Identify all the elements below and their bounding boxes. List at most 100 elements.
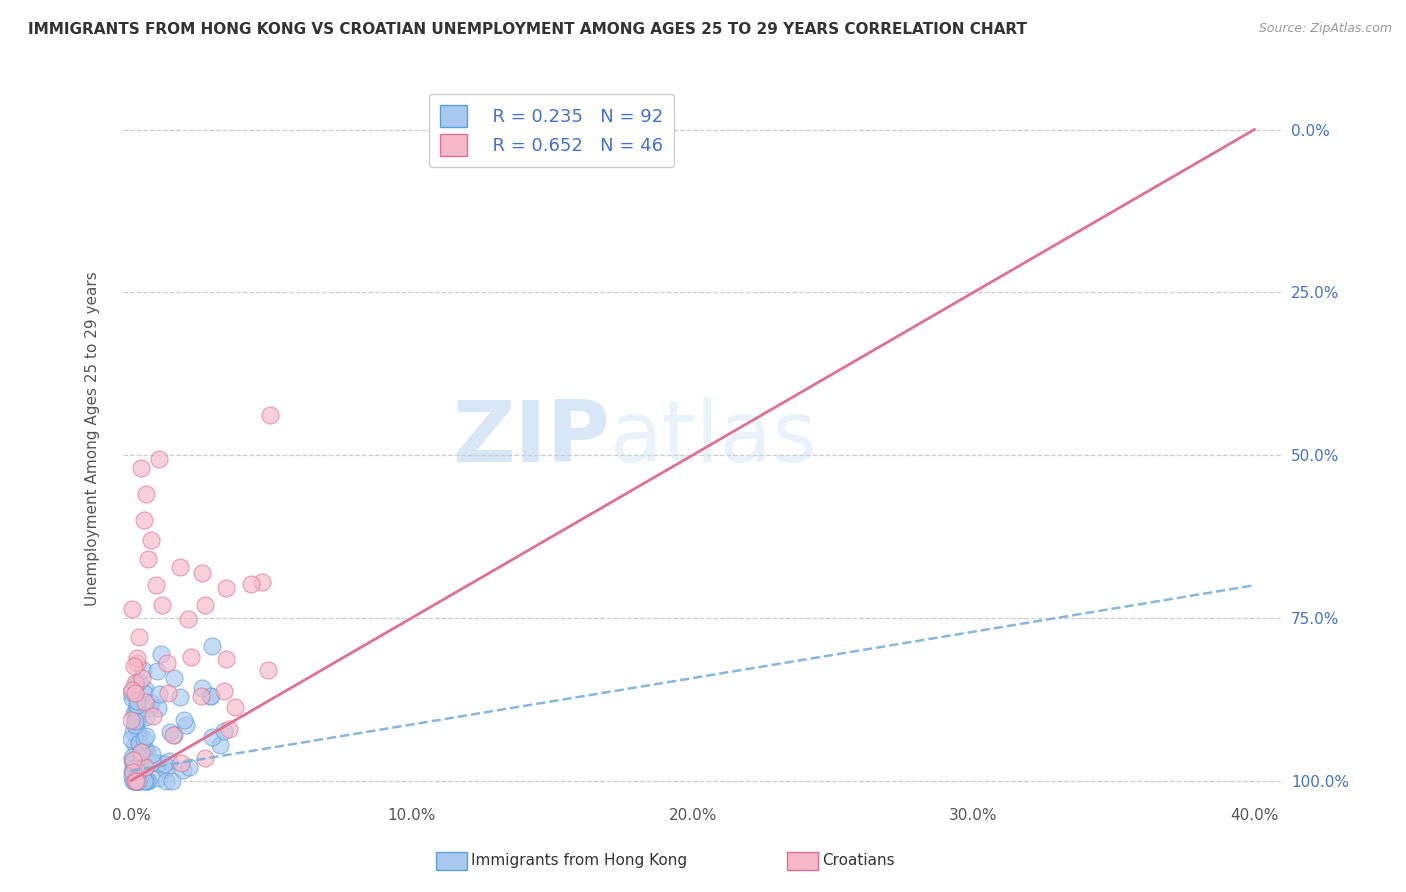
Point <box>131 672 153 686</box>
Point <box>177 611 200 625</box>
Point <box>127 726 149 740</box>
Point <box>169 690 191 705</box>
Point <box>127 773 149 788</box>
Point <box>124 714 146 728</box>
Point <box>174 717 197 731</box>
Point <box>146 700 169 714</box>
Point <box>128 674 150 689</box>
Point <box>201 731 224 745</box>
Legend:   R = 0.235   N = 92,   R = 0.652   N = 46: R = 0.235 N = 92, R = 0.652 N = 46 <box>429 94 675 167</box>
Point <box>190 689 212 703</box>
Point <box>146 771 169 785</box>
Point <box>127 773 149 788</box>
Point <box>124 686 146 700</box>
Point <box>142 708 165 723</box>
Text: Croatians: Croatians <box>823 854 896 868</box>
Point <box>163 671 186 685</box>
Point <box>148 452 170 467</box>
Point <box>121 601 143 615</box>
Point <box>212 683 235 698</box>
Point <box>146 756 169 771</box>
Point <box>135 746 157 760</box>
Point <box>121 773 143 788</box>
Point <box>150 598 173 612</box>
Point <box>128 756 150 771</box>
Point <box>138 701 160 715</box>
Point <box>127 714 149 729</box>
Point <box>145 578 167 592</box>
Point <box>127 753 149 767</box>
Point <box>121 753 143 767</box>
Point <box>240 577 263 591</box>
Point <box>141 697 163 711</box>
Point <box>153 763 176 777</box>
Point <box>128 756 150 771</box>
Point <box>152 756 174 771</box>
Point <box>135 710 157 724</box>
Point <box>132 686 155 700</box>
Y-axis label: Unemployment Among Ages 25 to 29 years: Unemployment Among Ages 25 to 29 years <box>86 271 100 607</box>
Point <box>125 712 148 726</box>
Point <box>121 690 143 705</box>
Point <box>191 566 214 580</box>
Point <box>180 650 202 665</box>
Point <box>122 725 145 739</box>
Point <box>252 574 274 589</box>
Point <box>120 732 142 747</box>
Point <box>127 698 149 712</box>
Point <box>124 773 146 788</box>
Point <box>259 408 281 422</box>
Point <box>124 676 146 690</box>
Point <box>129 750 152 764</box>
Point <box>134 760 156 774</box>
Text: IMMIGRANTS FROM HONG KONG VS CROATIAN UNEMPLOYMENT AMONG AGES 25 TO 29 YEARS COR: IMMIGRANTS FROM HONG KONG VS CROATIAN UN… <box>28 22 1028 37</box>
Point <box>124 760 146 774</box>
Point <box>169 560 191 574</box>
Point <box>132 732 155 747</box>
Point <box>122 753 145 767</box>
Point <box>177 760 200 774</box>
Point <box>122 706 145 720</box>
Point <box>193 598 215 612</box>
Point <box>200 689 222 703</box>
Point <box>121 764 143 779</box>
Point <box>135 487 157 501</box>
Point <box>122 658 145 673</box>
Point <box>132 740 155 755</box>
Point <box>134 742 156 756</box>
Point <box>224 700 246 714</box>
Point <box>212 724 235 739</box>
Point <box>127 705 149 719</box>
Point <box>128 737 150 751</box>
Point <box>132 513 155 527</box>
Point <box>125 773 148 788</box>
Point <box>128 739 150 753</box>
Text: atlas: atlas <box>610 397 818 480</box>
Point <box>129 745 152 759</box>
Point <box>124 718 146 732</box>
Point <box>162 728 184 742</box>
Text: Source: ZipAtlas.com: Source: ZipAtlas.com <box>1258 22 1392 36</box>
Point <box>157 754 180 768</box>
Point <box>121 756 143 771</box>
Point <box>127 651 149 665</box>
Point <box>129 746 152 760</box>
Point <box>124 716 146 731</box>
Point <box>148 688 170 702</box>
Point <box>134 696 156 710</box>
Point <box>132 663 155 677</box>
Point <box>127 765 149 780</box>
Point <box>214 581 236 595</box>
Point <box>173 713 195 727</box>
Point <box>134 773 156 788</box>
Point <box>122 753 145 767</box>
Point <box>121 769 143 783</box>
Point <box>162 773 184 788</box>
Point <box>125 657 148 671</box>
Point <box>128 736 150 750</box>
Point <box>194 751 217 765</box>
Point <box>139 533 162 547</box>
Point <box>127 730 149 744</box>
Point <box>125 705 148 719</box>
Point <box>159 725 181 739</box>
